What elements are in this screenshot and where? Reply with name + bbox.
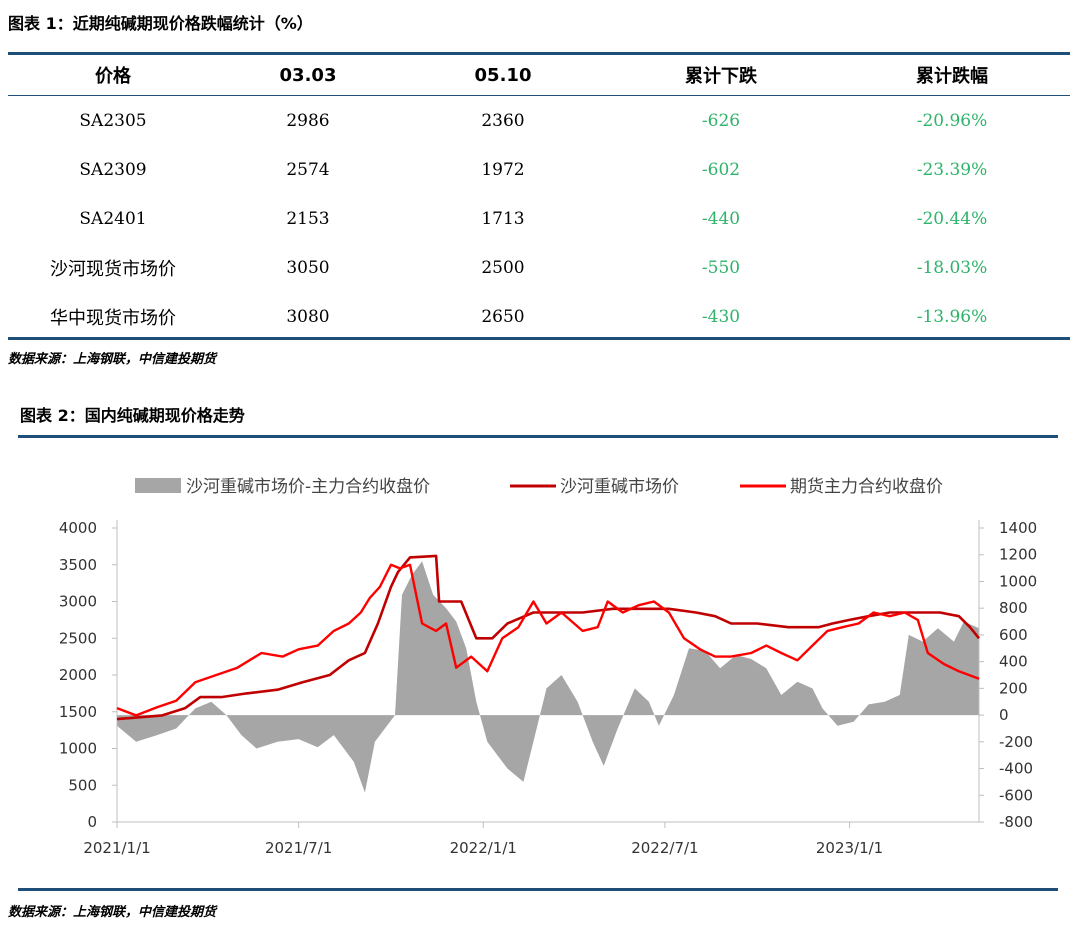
table-title: 图表 1：近期纯碱期现价格跌幅统计（%） [8,14,313,33]
cell-name: 沙河现货市场价 [50,258,176,280]
col-header-0510: 05.10 [474,64,532,86]
col-header-0303: 03.03 [279,64,337,86]
table-row: SA2401 2153 1713 -440 -20.44% [8,194,1070,243]
cell-name: 华中现货市场价 [50,307,176,329]
legend-label-futures: 期货主力合约收盘价 [790,477,943,497]
x-tick-label: 2021/1/1 [83,839,150,857]
chart-source-note: 数据来源：上海钢联，中信建投期货 [8,905,217,920]
cell-cum-pct: -23.39% [916,159,988,180]
left-tick-label: 0 [87,813,97,831]
chart-top-rule [18,435,1058,438]
right-tick-label: -600 [999,786,1033,804]
left-tick-label: 2000 [59,666,97,684]
right-tick-label: 1400 [999,519,1037,537]
legend-label-spread: 沙河重碱市场价-主力合约收盘价 [186,477,430,497]
table-source-note: 数据来源：上海钢联，中信建投期货 [8,352,217,367]
cell-0303: 2153 [286,208,330,229]
chart-title: 图表 2：国内纯碱期现价格走势 [20,406,245,425]
cell-0510: 2650 [481,306,525,327]
cell-cum-drop: -550 [701,257,741,278]
cell-cum-pct: -18.03% [916,257,988,278]
price-drop-table: 价格 03.03 05.10 累计下跌 累计跌幅 SA2305 2986 236… [8,55,1070,341]
chart-bottom-rule [18,888,1058,891]
cell-cum-drop: -602 [701,159,741,180]
x-tick-label: 2021/7/1 [265,839,332,857]
cell-name: SA2305 [79,110,147,131]
cell-0303: 2574 [286,159,330,180]
right-tick-label: 400 [999,653,1028,671]
cell-0303: 3050 [286,257,330,278]
table-row: 华中现货市场价 3080 2650 -430 -13.96% [8,292,1070,341]
table-row: SA2305 2986 2360 -626 -20.96% [8,96,1070,146]
cell-name: SA2401 [79,208,147,229]
right-tick-label: -800 [999,813,1033,831]
price-lines-layer [116,554,981,721]
right-tick-label: -400 [999,760,1033,778]
right-tick-label: -200 [999,733,1033,751]
table-bottom-rule [8,337,1070,340]
x-tick-label: 2023/1/1 [816,839,883,857]
right-tick-label: 800 [999,599,1028,617]
x-tick-label: 2022/7/1 [631,839,698,857]
right-tick-label: 0 [999,706,1009,724]
cell-0510: 2360 [481,110,525,131]
x-tick-label: 2022/1/1 [450,839,517,857]
tick-labels-layer: 05001000150020002500300035004000-800-600… [59,519,1037,857]
left-tick-label: 500 [68,776,97,794]
cell-0510: 2500 [481,257,525,278]
cell-cum-pct: -20.44% [916,208,988,229]
cell-0510: 1713 [481,208,525,229]
col-header-cum-drop: 累计下跌 [685,66,757,87]
cell-name: SA2309 [79,159,147,180]
right-tick-label: 1000 [999,572,1037,590]
left-tick-label: 3500 [59,556,97,574]
right-tick-label: 600 [999,626,1028,644]
table-header-row: 价格 03.03 05.10 累计下跌 累计跌幅 [8,55,1070,96]
cell-cum-pct: -20.96% [916,110,988,131]
legend-label-spot: 沙河重碱市场价 [560,477,679,497]
cell-0303: 2986 [286,110,330,131]
right-tick-label: 1200 [999,546,1037,564]
cell-0303: 3080 [286,306,330,327]
spread-area-layer [117,561,979,793]
cell-cum-drop: -626 [701,110,741,131]
futures-price-line [116,563,980,717]
left-tick-label: 4000 [59,519,97,537]
table-row: 沙河现货市场价 3050 2500 -550 -18.03% [8,243,1070,292]
left-tick-label: 1000 [59,740,97,758]
cell-cum-drop: -440 [701,208,741,229]
left-tick-label: 3000 [59,593,97,611]
table-row: SA2309 2574 1972 -602 -23.39% [8,145,1070,194]
right-tick-label: 200 [999,679,1028,697]
left-tick-label: 1500 [59,703,97,721]
chart-legend: 沙河重碱市场价-主力合约收盘价 沙河重碱市场价 期货主力合约收盘价 [135,477,943,497]
spread-area [117,561,979,793]
price-trend-chart: 沙河重碱市场价-主力合约收盘价 沙河重碱市场价 期货主力合约收盘价 0 500 10… [59,477,1037,857]
legend-swatch-spread [135,478,181,493]
cell-cum-pct: -13.96% [916,306,988,327]
col-header-price: 价格 [95,66,131,87]
col-header-cum-pct: 累计跌幅 [916,66,988,87]
spot-price-line [116,554,981,721]
axes-layer [116,520,980,823]
cell-0510: 1972 [481,159,525,180]
left-tick-label: 2500 [59,629,97,647]
cell-cum-drop: -430 [701,306,741,327]
table-top-rule [8,52,1070,55]
